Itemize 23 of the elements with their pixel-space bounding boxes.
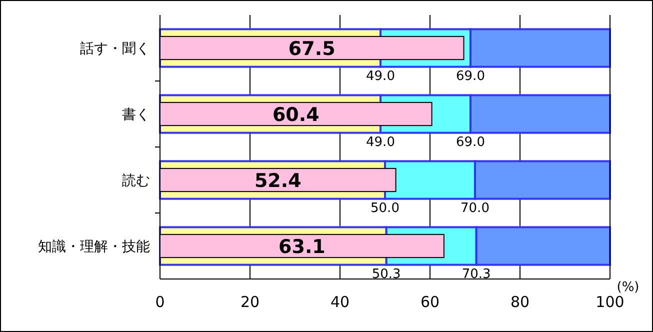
x-tick-label: 100 [596,293,624,311]
y-tick-label: 読む [122,173,150,189]
x-tick-label: 60 [420,293,440,311]
data-label: 63.1 [278,236,326,258]
annotation: 49.0 [366,68,395,84]
data-label: 67.5 [288,38,336,60]
data-label: 60.4 [272,104,320,126]
x-tick-label: 40 [330,293,350,311]
annotation: 70.0 [460,200,490,216]
annotation: 50.0 [370,200,400,216]
annotation: 70.3 [462,266,491,282]
annotation: 49.0 [366,134,395,150]
annotation: 50.3 [372,266,401,282]
annotation: 69.0 [456,134,485,150]
x-tick-label: 20 [240,293,260,311]
data-label: 52.4 [254,170,302,192]
y-tick-label: 話す・聞く [80,41,150,57]
x-axis-title: (%) [616,280,640,295]
y-tick-label: 知識・理解・技能 [38,239,150,255]
annotation: 69.0 [456,68,485,84]
x-tick-label: 80 [510,293,530,311]
x-tick-label: 0 [155,293,165,311]
y-tick-label: 書く [122,107,150,123]
